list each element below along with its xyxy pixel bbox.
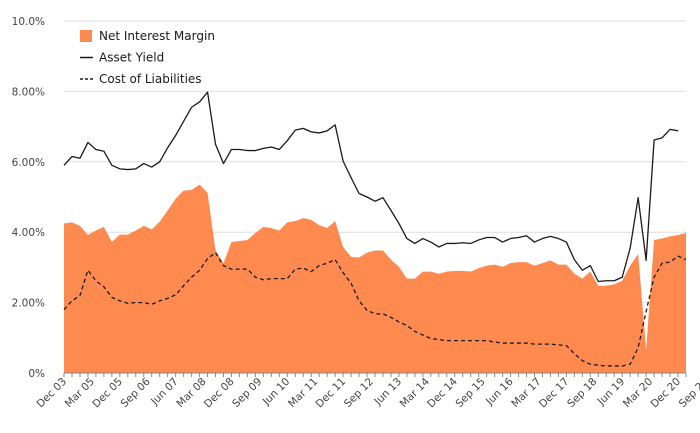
x-tick-label: Sep 15 [453,376,487,410]
plot-area [64,184,686,373]
legend: Net Interest Margin Asset Yield Cost of Li… [80,29,215,86]
legend-swatch-area [80,30,92,42]
x-tick-label: Sep 21 [677,376,700,410]
x-tick-label: Sep 12 [342,376,376,410]
y-tick-label: 6.00% [12,157,45,169]
x-tick-label: Sep 09 [230,376,264,410]
x-tick-label: Dec 05 [90,376,125,411]
cost-of-liabilities-line [63,251,687,367]
x-tick-label: Sep 06 [119,375,154,410]
net-interest-margin-area [64,184,686,373]
legend-label: Cost of Liabilities [99,72,202,86]
y-tick-label: 2.00% [12,298,45,310]
asset-yield-line [63,91,679,283]
x-tick-label: Sep 18 [565,376,599,410]
x-tick-label: Dec 14 [425,375,460,410]
y-tick-label: 4.00% [12,227,45,239]
x-tick-label: Dec 08 [202,376,237,411]
legend-label: Asset Yield [99,51,164,65]
x-tick-label: Dec 20 [648,376,683,411]
y-tick-label: 8.00% [12,86,45,98]
x-tick-label: Dec 17 [537,376,572,411]
legend-label: Net Interest Margin [99,29,215,43]
x-tick-label: Dec 11 [314,376,349,411]
y-tick-label: 10.0% [12,16,45,28]
x-tick-label: Dec 03 [34,376,69,411]
y-tick-label: 0% [28,368,45,380]
line-series [63,91,687,367]
